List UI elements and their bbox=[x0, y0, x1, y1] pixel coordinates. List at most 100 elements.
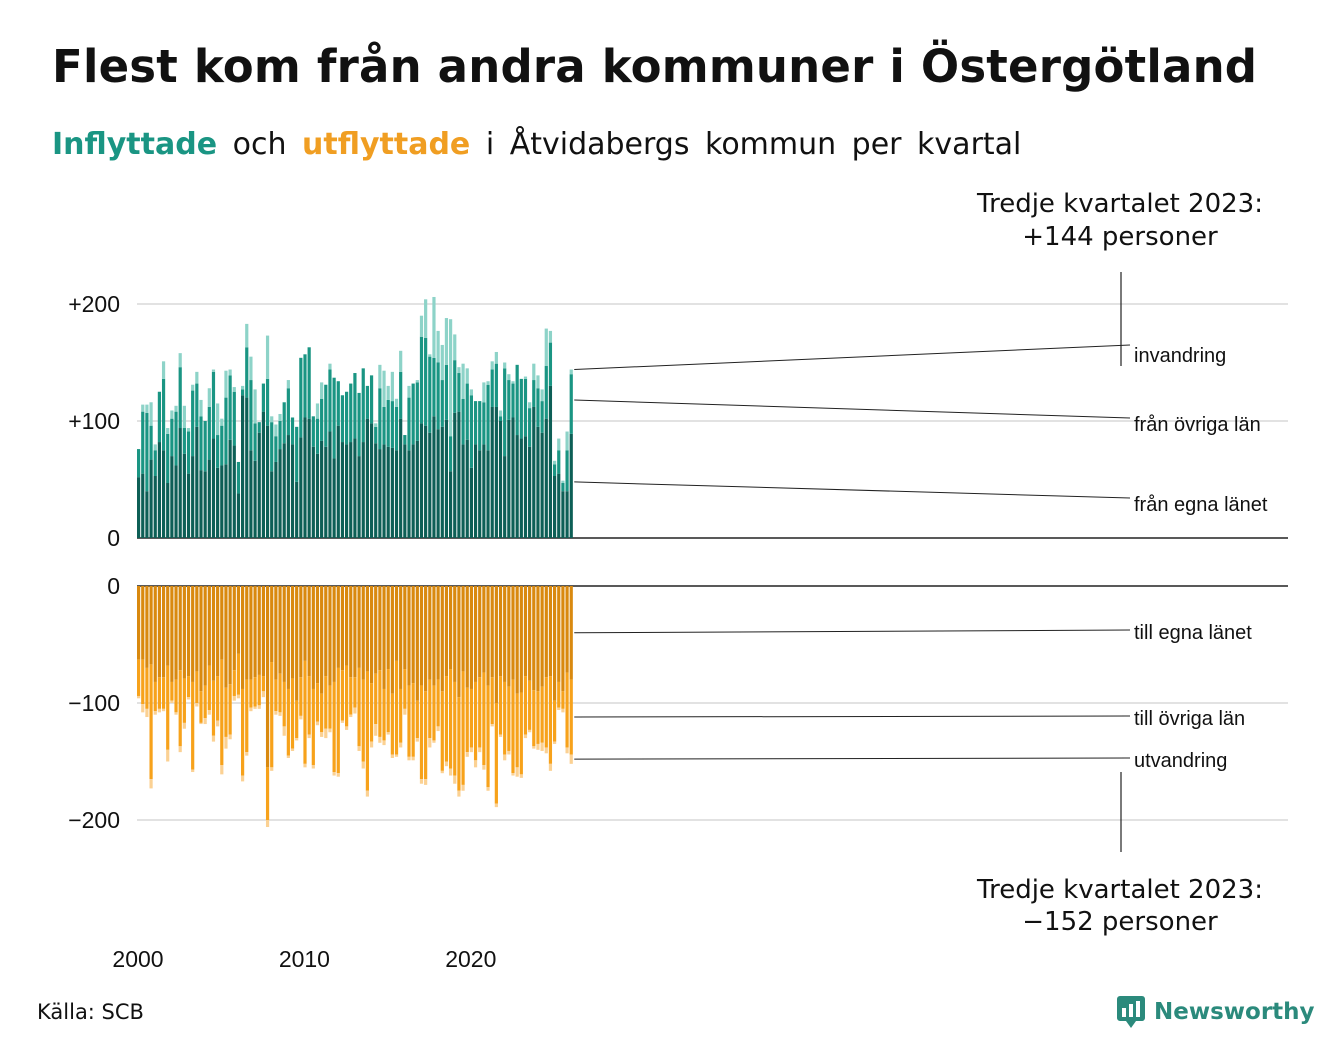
bar-bottom-0 bbox=[532, 586, 536, 691]
series-leader bbox=[574, 344, 1131, 371]
bar-bottom-0 bbox=[241, 586, 245, 689]
bar-bottom-0 bbox=[174, 586, 178, 680]
bar-top-2 bbox=[540, 389, 544, 402]
bar-bottom-1 bbox=[349, 677, 353, 715]
bar-bottom-0 bbox=[340, 586, 345, 671]
bar-top-1 bbox=[532, 380, 536, 407]
series-leader bbox=[574, 715, 1131, 718]
bar-top-0 bbox=[174, 465, 178, 538]
series-label-bottom: utvandring bbox=[1134, 750, 1227, 772]
bar-top-2 bbox=[557, 438, 561, 451]
source-note: Källa: SCB bbox=[37, 1000, 144, 1024]
bar-bottom-1 bbox=[199, 691, 203, 723]
newsworthy-logo-icon bbox=[1117, 996, 1145, 1028]
bar-bottom-1 bbox=[494, 703, 498, 804]
bar-bottom-0 bbox=[332, 586, 336, 682]
bar-bottom-2 bbox=[141, 704, 145, 713]
bar-bottom-2 bbox=[249, 707, 253, 712]
bar-top-1 bbox=[345, 391, 349, 445]
bar-bottom-2 bbox=[182, 722, 186, 729]
bar-top-0 bbox=[390, 447, 394, 538]
bar-bottom-2 bbox=[166, 749, 170, 762]
bar-top-0 bbox=[295, 481, 299, 538]
bar-top-1 bbox=[315, 418, 320, 454]
bar-top-0 bbox=[432, 416, 436, 538]
series-leader bbox=[574, 757, 1131, 760]
bar-bottom-2 bbox=[207, 710, 211, 715]
bar-bottom-1 bbox=[361, 679, 365, 762]
bar-bottom-2 bbox=[153, 711, 157, 715]
bar-bottom-1 bbox=[486, 685, 490, 788]
bar-bottom-1 bbox=[511, 679, 515, 774]
bar-bottom-0 bbox=[457, 586, 461, 698]
bar-top-0 bbox=[141, 473, 145, 538]
bar-top-2 bbox=[241, 385, 245, 390]
bar-bottom-1 bbox=[503, 681, 507, 755]
bar-bottom-0 bbox=[536, 586, 540, 692]
bar-top-0 bbox=[540, 432, 544, 538]
bar-top-2 bbox=[394, 398, 399, 407]
bar-top-1 bbox=[465, 383, 469, 440]
bar-top-2 bbox=[382, 370, 386, 407]
bar-top-1 bbox=[503, 368, 507, 457]
bar-bottom-0 bbox=[149, 586, 153, 665]
bar-bottom-1 bbox=[419, 685, 424, 780]
bar-top-1 bbox=[253, 423, 257, 461]
bar-bottom-1 bbox=[191, 681, 195, 770]
bar-top-0 bbox=[253, 460, 257, 538]
bar-bottom-2 bbox=[224, 736, 228, 749]
bar-top-2 bbox=[211, 369, 216, 372]
bar-top-1 bbox=[436, 362, 440, 430]
bar-bottom-0 bbox=[482, 586, 486, 673]
bar-top-0 bbox=[369, 423, 374, 538]
bar-bottom-2 bbox=[195, 703, 199, 707]
bar-top-2 bbox=[465, 368, 469, 384]
bar-top-0 bbox=[211, 438, 216, 538]
bar-top-2 bbox=[178, 353, 182, 368]
bar-bottom-1 bbox=[544, 677, 548, 748]
bar-bottom-2 bbox=[415, 738, 419, 742]
bar-top-2 bbox=[265, 335, 270, 379]
bar-top-2 bbox=[386, 385, 390, 400]
bar-top-2 bbox=[453, 334, 457, 361]
bar-top-2 bbox=[228, 369, 232, 376]
bar-top-0 bbox=[353, 438, 357, 538]
bar-top-1 bbox=[299, 357, 303, 438]
bar-top-0 bbox=[303, 417, 307, 538]
bar-top-0 bbox=[473, 444, 478, 538]
bar-bottom-2 bbox=[353, 707, 357, 714]
bar-bottom-0 bbox=[141, 586, 145, 660]
bar-top-0 bbox=[507, 419, 511, 538]
bar-top-2 bbox=[532, 363, 536, 381]
bar-top-1 bbox=[407, 397, 411, 451]
bar-top-1 bbox=[378, 388, 382, 450]
bar-bottom-1 bbox=[211, 680, 216, 736]
bar-top-0 bbox=[553, 475, 557, 538]
bar-bottom-1 bbox=[232, 670, 236, 696]
bar-top-1 bbox=[286, 388, 290, 436]
bar-top-0 bbox=[465, 439, 469, 538]
bar-bottom-0 bbox=[523, 586, 528, 677]
bar-top-0 bbox=[436, 429, 440, 538]
bar-top-2 bbox=[374, 423, 378, 427]
bar-top-0 bbox=[478, 450, 482, 538]
bar-top-2 bbox=[419, 315, 424, 337]
bar-bottom-2 bbox=[137, 695, 141, 699]
bar-top-0 bbox=[157, 442, 161, 538]
bar-top-1 bbox=[449, 436, 453, 472]
bar-bottom-0 bbox=[378, 586, 382, 671]
top-y-tick-label: 0 bbox=[107, 525, 120, 551]
bar-top-2 bbox=[216, 403, 220, 436]
bar-bottom-0 bbox=[361, 586, 365, 680]
bar-bottom-2 bbox=[378, 736, 382, 743]
bar-bottom-1 bbox=[436, 679, 440, 727]
bar-top-1 bbox=[482, 402, 486, 445]
bar-top-2 bbox=[186, 428, 191, 432]
bar-bottom-0 bbox=[490, 586, 494, 678]
bar-bottom-1 bbox=[265, 767, 270, 820]
bar-bottom-0 bbox=[216, 586, 220, 677]
bar-bottom-1 bbox=[498, 676, 503, 735]
bar-bottom-2 bbox=[253, 706, 257, 709]
bar-bottom-2 bbox=[553, 741, 557, 744]
bar-top-2 bbox=[220, 418, 224, 426]
